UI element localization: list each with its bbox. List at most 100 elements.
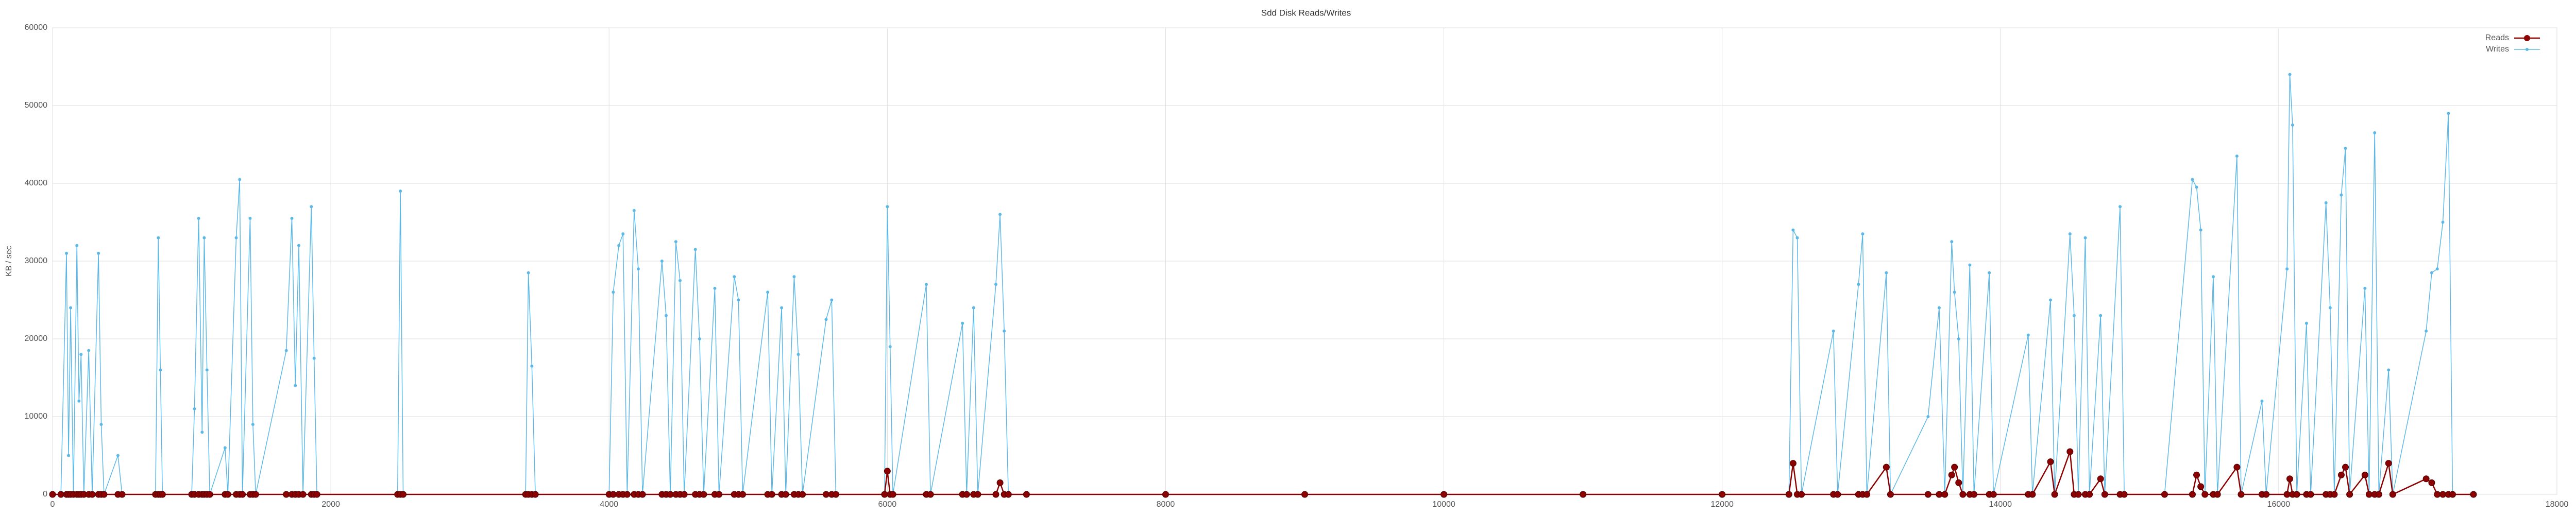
data-point: [961, 321, 964, 325]
data-point: [87, 349, 91, 352]
data-point: [2373, 131, 2377, 134]
data-point: [617, 244, 621, 247]
data-point: [674, 240, 677, 244]
data-point: [65, 251, 69, 255]
data-point: [994, 283, 997, 286]
data-point: [312, 356, 316, 360]
data-point: [889, 491, 896, 498]
data-point: [700, 491, 707, 498]
x-tick-label: 12000: [1710, 500, 1734, 509]
data-point: [1885, 271, 1888, 274]
data-point: [2047, 458, 2054, 466]
data-point: [660, 260, 664, 263]
data-point: [2307, 491, 2314, 498]
data-point: [99, 423, 103, 426]
data-point: [2235, 154, 2239, 158]
data-point: [116, 454, 120, 457]
data-point: [1953, 290, 1956, 294]
data-point: [2422, 475, 2430, 483]
series-line: [53, 74, 2473, 495]
data-point: [157, 236, 160, 239]
data-point: [2197, 483, 2205, 490]
data-point: [884, 468, 891, 475]
y-tick-label: 50000: [25, 101, 48, 110]
data-point: [992, 491, 999, 498]
data-point: [678, 279, 682, 282]
data-point: [2342, 464, 2349, 471]
data-point: [1957, 337, 1960, 340]
data-point: [200, 431, 204, 434]
data-point: [251, 423, 255, 426]
data-point: [283, 491, 290, 498]
data-point: [2285, 267, 2289, 271]
data-point: [1968, 263, 1972, 267]
data-point: [1798, 491, 1805, 498]
y-tick-label: 40000: [25, 179, 48, 187]
data-point: [2425, 329, 2428, 333]
data-point: [1959, 491, 1967, 498]
data-point: [2304, 321, 2308, 325]
data-point: [2193, 471, 2200, 478]
data-point: [2214, 491, 2221, 498]
data-point: [2075, 491, 2082, 498]
data-point: [830, 298, 834, 302]
data-point: [206, 491, 213, 498]
data-point: [530, 364, 534, 368]
data-point: [299, 491, 307, 498]
data-point: [1795, 236, 1799, 239]
data-point: [698, 337, 701, 340]
data-point: [1832, 329, 1835, 333]
data-point: [972, 306, 975, 310]
data-point: [2449, 491, 2456, 498]
data-point: [1789, 460, 1797, 467]
data-point: [2119, 205, 2122, 209]
data-point: [1988, 271, 1991, 274]
data-point: [75, 244, 79, 247]
data-point: [1791, 228, 1795, 232]
data-point: [2428, 479, 2435, 486]
data-point: [667, 491, 674, 498]
data-point: [2361, 471, 2368, 478]
data-point: [1003, 329, 1006, 333]
data-point: [100, 491, 108, 498]
data-point: [2328, 306, 2332, 310]
data-point: [612, 290, 615, 294]
data-point: [69, 306, 73, 310]
data-point: [1785, 491, 1792, 498]
data-point: [1023, 491, 1030, 498]
legend-label: Reads: [2485, 33, 2509, 42]
data-point: [737, 298, 740, 302]
data-point: [2363, 286, 2367, 290]
data-point: [1863, 491, 1871, 498]
data-point: [824, 318, 828, 321]
y-tick-label: 60000: [25, 23, 48, 32]
data-point: [796, 353, 800, 356]
x-tick-label: 4000: [600, 500, 618, 509]
data-point: [2048, 298, 2052, 302]
data-point: [2191, 178, 2194, 181]
data-point: [1580, 491, 1587, 498]
data-point: [197, 216, 200, 220]
data-point: [159, 491, 166, 498]
x-tick-label: 10000: [1432, 500, 1455, 509]
data-point: [1162, 491, 1169, 498]
chart-title: Sdd Disk Reads/Writes: [1261, 8, 1351, 18]
data-point: [294, 384, 297, 387]
data-point: [799, 491, 806, 498]
data-point: [532, 491, 539, 498]
data-point: [67, 454, 71, 457]
data-point: [1951, 464, 1958, 471]
data-point: [400, 491, 407, 498]
data-point: [2385, 460, 2392, 467]
y-axis-label: KB / sec: [5, 246, 13, 277]
data-point: [2026, 333, 2030, 337]
data-point: [1857, 283, 1860, 286]
data-point: [664, 314, 668, 317]
data-point: [716, 491, 723, 498]
data-point: [2344, 147, 2347, 150]
data-point: [193, 407, 196, 410]
data-point: [693, 248, 697, 251]
x-tick-label: 8000: [1157, 500, 1175, 509]
data-point: [2121, 491, 2128, 498]
data-point: [2051, 491, 2058, 498]
